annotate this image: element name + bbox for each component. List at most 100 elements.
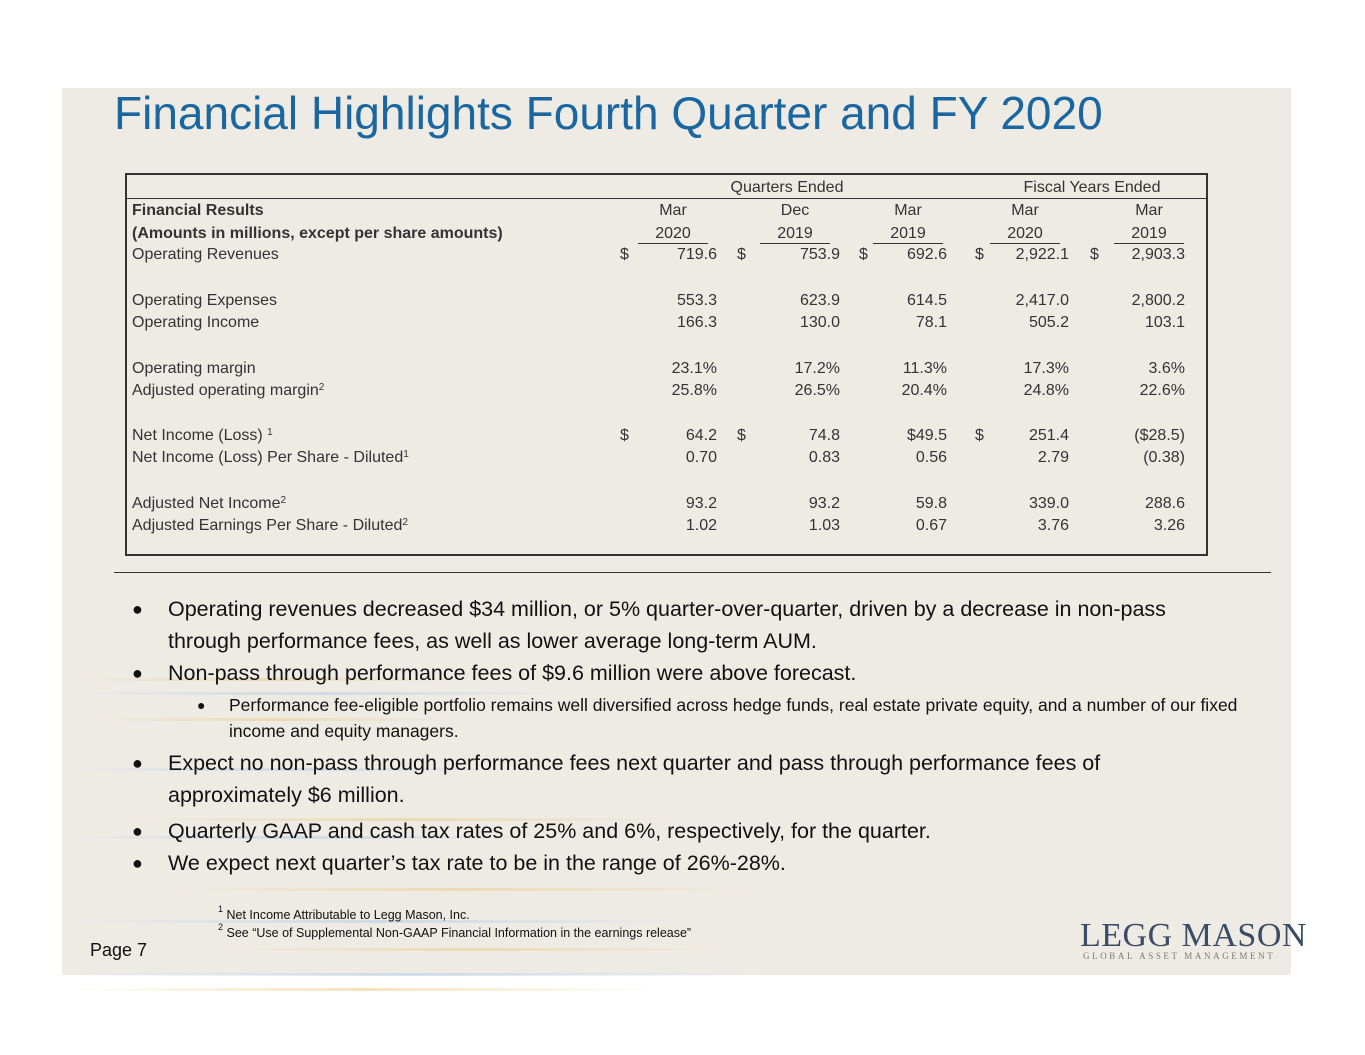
page-title: Financial Highlights Fourth Quarter and … xyxy=(114,87,1103,139)
table-cell: 103.1 xyxy=(1144,314,1185,331)
row-label: Operating Income xyxy=(132,314,260,331)
bullet-text: Expect no non-pass through performance f… xyxy=(168,751,1101,807)
table-cell: 2.79 xyxy=(1037,449,1069,466)
currency-symbol: $ xyxy=(620,246,629,263)
bullet-item: ● Operating revenues decreased $34 milli… xyxy=(132,593,1228,657)
bullet-item: ● Expect no non-pass through performance… xyxy=(132,747,1228,811)
table-cell: 1.02 xyxy=(685,517,717,534)
currency-symbol: $ xyxy=(737,246,746,263)
row-label: Operating Revenues xyxy=(132,246,279,263)
legg-mason-logo: LEGG MASON xyxy=(1080,917,1307,954)
table-cell: 23.1% xyxy=(671,360,717,377)
footnote-1: 1 Net Income Attributable to Legg Mason,… xyxy=(218,904,470,922)
table-cell: 0.83 xyxy=(808,449,840,466)
table-cell: 623.9 xyxy=(799,292,840,309)
bullet-text: Operating revenues decreased $34 million… xyxy=(168,597,1166,653)
table-cell: 339.0 xyxy=(1028,495,1069,512)
quarters-ended-header: Quarters Ended xyxy=(622,179,952,199)
bullet-dot-icon: ● xyxy=(132,663,143,683)
column-header-year: 2020 xyxy=(990,225,1060,244)
column-header-year: 2019 xyxy=(873,225,943,244)
table-cell: 3.6% xyxy=(1148,360,1185,377)
row-label: Adjusted Earnings Per Share - Diluted2 xyxy=(132,517,408,534)
table-cell: 719.6 xyxy=(676,246,717,263)
currency-symbol: $ xyxy=(620,427,629,444)
table-cell: 3.76 xyxy=(1037,517,1069,534)
section-divider xyxy=(114,572,1271,573)
table-cell: 2,922.1 xyxy=(1015,246,1069,263)
sub-bullet-item: ● Performance fee-eligible portfolio rem… xyxy=(197,692,1239,744)
table-cell: 692.6 xyxy=(906,246,947,263)
bullet-text: Non-pass through performance fees of $9.… xyxy=(168,661,857,685)
table-cell: 25.8% xyxy=(671,382,717,399)
table-cell: 78.1 xyxy=(915,314,947,331)
table-cell: 288.6 xyxy=(1144,495,1185,512)
table-cell: 74.8 xyxy=(808,427,840,444)
currency-symbol: $ xyxy=(1090,246,1099,263)
bullet-text: Quarterly GAAP and cash tax rates of 25%… xyxy=(168,819,931,843)
row-label: Net Income (Loss) Per Share - Diluted1 xyxy=(132,449,409,466)
sub-bullet-text: Performance fee-eligible portfolio remai… xyxy=(229,695,1238,741)
bullet-text: We expect next quarter’s tax rate to be … xyxy=(168,851,786,875)
table-cell: (0.38) xyxy=(1143,449,1185,466)
slide-background xyxy=(62,88,1291,975)
bullet-item: ● Quarterly GAAP and cash tax rates of 2… xyxy=(132,815,1228,847)
column-header-month: Mar xyxy=(1011,202,1039,219)
column-header-year: 2019 xyxy=(1114,225,1184,244)
table-cell: 553.3 xyxy=(676,292,717,309)
table-cell: 22.6% xyxy=(1139,382,1185,399)
row-label: Adjusted Net Income2 xyxy=(132,495,287,512)
table-cell: 0.70 xyxy=(685,449,717,466)
table-cell: 505.2 xyxy=(1028,314,1069,331)
table-cell: 24.8% xyxy=(1023,382,1069,399)
table-cell: 17.3% xyxy=(1023,360,1069,377)
table-cell: 1.03 xyxy=(808,517,840,534)
table-cell: 3.26 xyxy=(1153,517,1185,534)
row-label: Adjusted operating margin2 xyxy=(132,382,325,399)
currency-symbol: $ xyxy=(859,246,868,263)
table-cell: 251.4 xyxy=(1028,427,1069,444)
financial-results-table: Quarters Ended Fiscal Years Ended Financ… xyxy=(125,173,1208,556)
bullet-dot-icon: ● xyxy=(132,821,143,841)
bullet-item: ● Non-pass through performance fees of $… xyxy=(132,657,1228,689)
table-cell: 753.9 xyxy=(799,246,840,263)
footnote-marker: 2 xyxy=(218,922,224,932)
table-cell: 614.5 xyxy=(906,292,947,309)
table-cell: 0.56 xyxy=(915,449,947,466)
column-header-year: 2020 xyxy=(638,225,708,244)
table-cell: 26.5% xyxy=(794,382,840,399)
table-cell: 64.2 xyxy=(685,427,717,444)
bullet-dot-icon: ● xyxy=(197,697,206,713)
footnote-text: Net Income Attributable to Legg Mason, I… xyxy=(226,908,470,922)
bullet-dot-icon: ● xyxy=(132,599,143,619)
bullet-dot-icon: ● xyxy=(132,753,143,773)
header-label-amounts: (Amounts in millions, except per share a… xyxy=(132,225,503,242)
column-header-month: Mar xyxy=(1135,202,1163,219)
table-cell: 130.0 xyxy=(799,314,840,331)
row-label: Net Income (Loss) 1 xyxy=(132,427,273,444)
footnote-text: See “Use of Supplemental Non-GAAP Financ… xyxy=(226,926,692,940)
column-header-year: 2019 xyxy=(760,225,830,244)
table-cell: ($28.5) xyxy=(1134,427,1185,444)
fiscal-years-ended-header: Fiscal Years Ended xyxy=(977,179,1207,199)
table-cell: 166.3 xyxy=(676,314,717,331)
column-header-month: Mar xyxy=(659,202,687,219)
table-cell: 17.2% xyxy=(794,360,840,377)
table-cell: 93.2 xyxy=(685,495,717,512)
column-header-month: Mar xyxy=(894,202,922,219)
page-number: Page 7 xyxy=(90,940,148,960)
row-label: Operating margin xyxy=(132,360,256,377)
logo-tagline: GLOBAL ASSET MANAGEMENT xyxy=(1083,951,1276,961)
bullet-dot-icon: ● xyxy=(132,853,143,873)
currency-symbol: $ xyxy=(975,427,984,444)
table-cell: $49.5 xyxy=(906,427,947,444)
footnote-2: 2 See “Use of Supplemental Non-GAAP Fina… xyxy=(218,922,692,940)
header-label-financial-results: Financial Results xyxy=(132,202,264,219)
currency-symbol: $ xyxy=(737,427,746,444)
column-header-month: Dec xyxy=(780,202,810,219)
table-cell: 2,800.2 xyxy=(1131,292,1185,309)
table-cell: 20.4% xyxy=(901,382,947,399)
currency-symbol: $ xyxy=(975,246,984,263)
table-cell: 2,417.0 xyxy=(1015,292,1069,309)
table-cell: 93.2 xyxy=(808,495,840,512)
